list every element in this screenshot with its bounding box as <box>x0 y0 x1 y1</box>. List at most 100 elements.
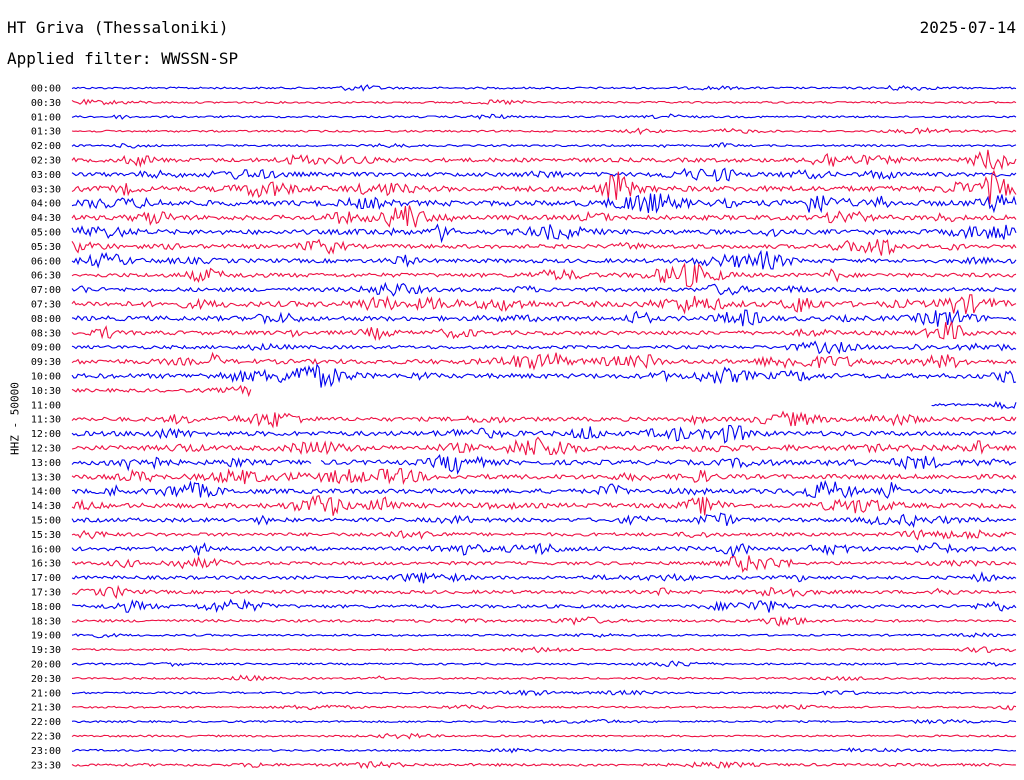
seismic-trace <box>71 309 1017 327</box>
seismic-trace <box>71 632 1017 639</box>
seismic-trace <box>71 703 1017 711</box>
seismic-trace <box>71 98 1017 106</box>
time-label: 21:30 <box>31 703 61 714</box>
seismic-trace <box>71 249 1017 270</box>
time-label: 20:00 <box>31 660 61 671</box>
seismic-trace <box>71 84 1017 92</box>
seismic-trace <box>71 142 1017 149</box>
seismic-trace <box>71 363 1017 388</box>
time-label: 02:30 <box>31 156 61 167</box>
seismic-trace <box>71 571 1017 584</box>
seismic-trace <box>71 262 1017 288</box>
time-label-column: 00:00 00:30 01:00 01:30 02:00 02:30 03:00 03:30… <box>31 84 61 772</box>
time-label: 05:30 <box>31 242 61 253</box>
seismic-trace <box>71 761 1017 769</box>
time-label: 21:00 <box>31 688 61 699</box>
seismic-trace <box>71 529 1017 541</box>
time-label: 18:30 <box>31 616 61 627</box>
seismic-trace <box>71 321 1017 342</box>
seismic-trace <box>71 238 1017 256</box>
time-label: 13:30 <box>31 472 61 483</box>
time-label: 02:00 <box>31 141 61 152</box>
seismic-trace <box>71 660 1017 668</box>
time-label: 16:30 <box>31 559 61 570</box>
seismic-trace <box>71 167 1017 182</box>
seismic-trace <box>71 718 1017 725</box>
seismic-trace <box>71 479 1017 499</box>
trace-rows <box>71 84 1017 769</box>
time-label: 12:30 <box>31 444 61 455</box>
time-label: 13:00 <box>31 458 61 469</box>
time-label: 06:30 <box>31 271 61 282</box>
time-label: 09:30 <box>31 357 61 368</box>
time-label: 00:30 <box>31 98 61 109</box>
time-label: 22:30 <box>31 732 61 743</box>
time-label: 04:30 <box>31 213 61 224</box>
filter-label: Applied filter: WWSSN-SP <box>7 49 239 68</box>
time-label: 07:00 <box>31 285 61 296</box>
seismic-trace <box>71 468 1017 485</box>
time-label: 17:00 <box>31 573 61 584</box>
seismic-trace <box>71 646 1017 654</box>
time-label: 06:00 <box>31 256 61 267</box>
seismic-trace <box>71 689 1017 697</box>
time-label: 03:30 <box>31 184 61 195</box>
time-label: 16:00 <box>31 544 61 555</box>
seismic-trace <box>71 384 252 398</box>
seismic-trace <box>71 674 1017 682</box>
seismic-trace <box>71 340 1017 355</box>
time-label: 12:00 <box>31 429 61 440</box>
record-date: 2025-07-14 <box>919 18 1016 37</box>
time-label: 22:00 <box>31 717 61 728</box>
seismic-trace <box>71 223 1017 244</box>
seismic-trace <box>71 542 1017 559</box>
seismic-trace <box>71 732 1017 740</box>
seismic-trace <box>71 615 1017 627</box>
seismic-trace <box>71 127 1017 136</box>
seismic-trace <box>71 584 1017 600</box>
time-label: 14:00 <box>31 487 61 498</box>
time-label: 07:30 <box>31 300 61 311</box>
time-label: 15:00 <box>31 516 61 527</box>
time-label: 17:30 <box>31 588 61 599</box>
seismic-trace <box>71 169 1017 205</box>
time-label: 19:30 <box>31 645 61 656</box>
time-label: 15:30 <box>31 530 61 541</box>
time-label: 08:30 <box>31 328 61 339</box>
seismic-trace <box>71 149 1017 171</box>
seismic-trace <box>71 113 1017 120</box>
time-label: 03:00 <box>31 170 61 181</box>
time-label: 10:00 <box>31 372 61 383</box>
station-title: HT Griva (Thessaloniki) <box>7 18 229 37</box>
seismic-trace <box>71 351 1017 371</box>
seismic-trace <box>71 555 1017 573</box>
seismic-trace <box>71 294 1017 315</box>
time-label: 18:00 <box>31 602 61 613</box>
time-label: 19:00 <box>31 631 61 642</box>
seismic-trace <box>71 281 1017 297</box>
seismic-trace <box>931 400 1017 410</box>
time-label: 09:00 <box>31 343 61 354</box>
seismic-trace <box>71 205 1017 228</box>
time-label: 00:00 <box>31 84 61 95</box>
time-label: 23:30 <box>31 760 61 771</box>
time-label: 01:30 <box>31 127 61 138</box>
seismic-trace <box>71 424 1017 444</box>
time-label: 20:30 <box>31 674 61 685</box>
time-label: 05:00 <box>31 228 61 239</box>
seismic-trace <box>71 193 1017 214</box>
seismic-trace <box>71 410 1017 429</box>
seismic-trace <box>71 512 1017 528</box>
time-label: 11:00 <box>31 400 61 411</box>
time-label: 10:30 <box>31 386 61 397</box>
seismic-trace <box>71 454 1017 475</box>
time-label: 23:00 <box>31 746 61 757</box>
time-label: 14:30 <box>31 501 61 512</box>
time-label: 01:00 <box>31 112 61 123</box>
time-label: 08:00 <box>31 314 61 325</box>
time-label: 04:00 <box>31 199 61 210</box>
seismic-trace <box>71 747 1017 754</box>
time-label: 11:30 <box>31 415 61 426</box>
seismic-trace <box>71 598 1017 613</box>
